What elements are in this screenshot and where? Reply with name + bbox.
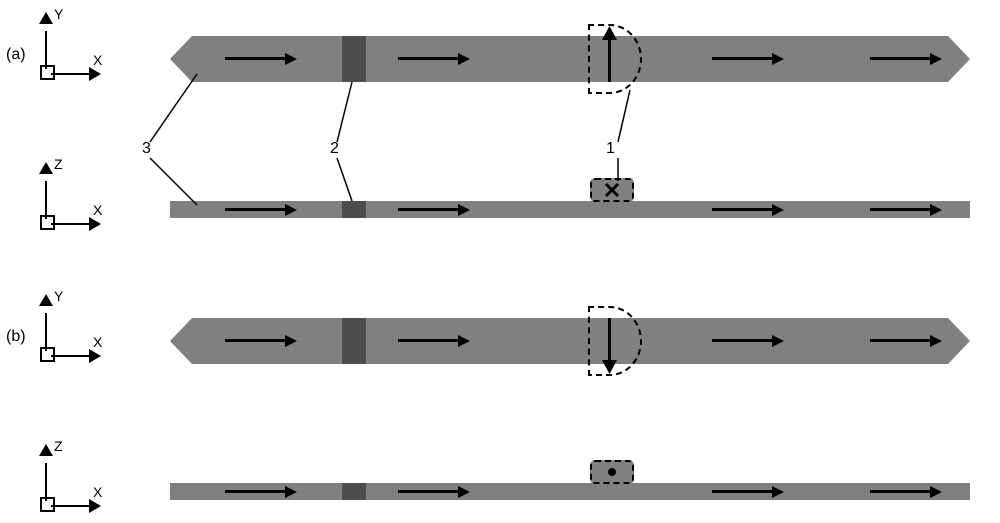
diagram-root: (a) (b) 3 2 1 X Y X Z X Y [0,0,1000,523]
leader-lines [0,0,1000,523]
